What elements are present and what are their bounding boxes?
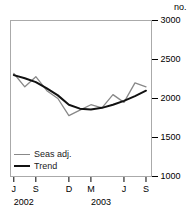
html-text:Trend: Trend <box>34 161 58 171</box>
svg-text:2000: 2000 <box>161 93 181 103</box>
svg-text:J: J <box>122 184 127 194</box>
svg-text:3000: 3000 <box>161 15 181 25</box>
svg-text:1000: 1000 <box>161 171 181 181</box>
svg-text:2002: 2002 <box>14 197 34 207</box>
svg-text:1500: 1500 <box>161 132 181 142</box>
svg-text:2500: 2500 <box>161 54 181 64</box>
svg-text:S: S <box>33 184 39 194</box>
svg-text:M: M <box>87 184 95 194</box>
svg-text:2003: 2003 <box>91 197 111 207</box>
svg-text:D: D <box>66 184 73 194</box>
svg-text:J: J <box>12 184 17 194</box>
svg-text:S: S <box>143 184 149 194</box>
svg-text:no.: no. <box>174 2 187 12</box>
html-text:Seas adj.: Seas adj. <box>34 149 72 159</box>
